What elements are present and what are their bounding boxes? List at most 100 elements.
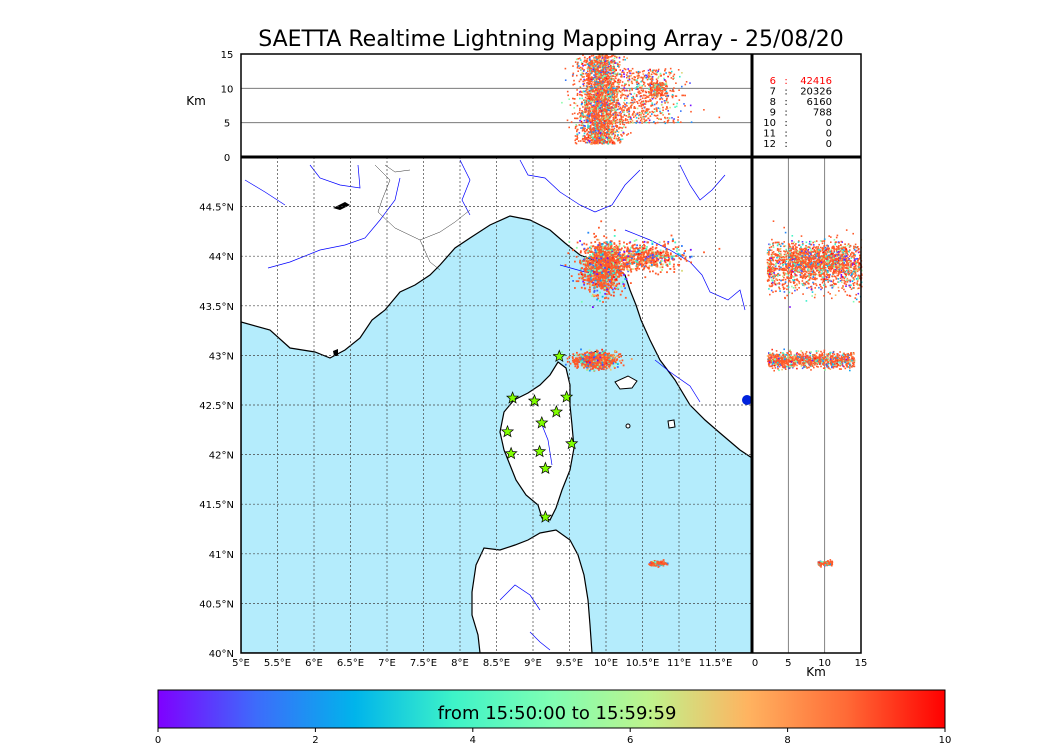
- altitude-tick-label: 15: [221, 50, 234, 61]
- lightning-source-point: [652, 251, 655, 254]
- lightning-source-point: [597, 251, 600, 254]
- lightning-source-point: [572, 280, 574, 282]
- altitude-source-point: [592, 77, 595, 79]
- altitude-source-point: [646, 78, 649, 81]
- altitude-source-point: [651, 98, 654, 100]
- lightning-source-point: [598, 273, 601, 275]
- altitude-source-point: [605, 107, 607, 109]
- altitude-source-point: [589, 128, 591, 130]
- lightning-source-point: [579, 251, 582, 254]
- lightning-source-point: [577, 273, 580, 276]
- altitude-source-point: [663, 121, 666, 123]
- lightning-source-point: [608, 243, 611, 246]
- altitude-source-point: [637, 77, 639, 80]
- altitude-source-point: [616, 95, 618, 98]
- lightning-source-point: [613, 235, 616, 237]
- altitude-source-point: [588, 62, 590, 65]
- lightning-source-point: [590, 274, 593, 277]
- altitude-source-point: [623, 87, 626, 89]
- altitude-source-point: [614, 62, 617, 64]
- altitude-source-point: [612, 107, 614, 109]
- altitude-source-point: [598, 105, 600, 107]
- lightning-source-point: [624, 278, 627, 280]
- lightning-source-point: [587, 263, 589, 266]
- altitude-source-point: [630, 104, 633, 106]
- lightning-source-point: [634, 250, 636, 253]
- lightning-source-point: [592, 277, 595, 280]
- altitude-source-point: [589, 78, 592, 80]
- lightning-source-point: [597, 238, 600, 241]
- altitude-source-point: [595, 96, 597, 98]
- altitude-source-point: [674, 106, 676, 108]
- altitude-source-point: [618, 57, 621, 59]
- altitude-source-point: [607, 93, 610, 96]
- lightning-source-point: [614, 259, 617, 262]
- altitude-source-point: [567, 94, 569, 97]
- altitude-source-point: [588, 106, 591, 109]
- lightning-source-point: [610, 240, 613, 243]
- lightning-source-point: [591, 255, 594, 257]
- altitude-source-point: [561, 101, 563, 104]
- altitude-source-point: [589, 97, 591, 99]
- altitude-source-point: [600, 91, 602, 93]
- source-count-value: 20326: [800, 87, 832, 98]
- altitude-source-point: [631, 89, 633, 91]
- altitude-source-point: [656, 121, 659, 124]
- altitude-source-point: [588, 94, 590, 97]
- altitude-source-point: [587, 77, 589, 79]
- altitude-source-point: [614, 113, 617, 116]
- altitude-source-point: [613, 115, 616, 118]
- altitude-source-point: [582, 73, 585, 75]
- lightning-source-point: [593, 247, 596, 250]
- lightning-source-point: [622, 266, 624, 268]
- altitude-source-point: [580, 69, 582, 71]
- altitude-source-point: [576, 117, 579, 120]
- altitude-source-point: [602, 80, 604, 83]
- lightning-source-point: [615, 271, 618, 274]
- altitude-source-point: [613, 107, 615, 109]
- lightning-source-point: [613, 246, 616, 248]
- lightning-source-point: [623, 285, 625, 287]
- altitude-source-point: [605, 64, 608, 66]
- altitude-source-point: [587, 73, 589, 75]
- altitude-source-point: [590, 88, 593, 90]
- altitude-source-point: [586, 119, 588, 121]
- altitude-source-point: [595, 129, 597, 132]
- lightning-source-point: [593, 291, 596, 293]
- altitude-source-point: [632, 72, 635, 75]
- lightning-source-point: [594, 251, 597, 254]
- lightning-source-point: [591, 284, 594, 286]
- altitude-source-point: [653, 72, 655, 75]
- lightning-source-point: [624, 258, 627, 261]
- altitude-source-point: [605, 70, 608, 73]
- altitude-source-point: [617, 103, 620, 106]
- altitude-source-point: [601, 106, 604, 108]
- lightning-source-point: [585, 243, 588, 246]
- lightning-source-point: [625, 261, 628, 264]
- lightning-source-point: [618, 273, 621, 276]
- altitude-source-point: [620, 74, 623, 76]
- altitude-source-point: [616, 63, 619, 65]
- altitude-source-point: [604, 94, 607, 97]
- lightning-source-point: [622, 261, 625, 264]
- altitude-source-point: [618, 89, 621, 92]
- altitude-source-point: [651, 103, 654, 106]
- count-separator: :: [784, 97, 787, 108]
- altitude-source-point: [665, 98, 668, 101]
- altitude-source-point: [589, 60, 592, 62]
- altitude-source-point: [591, 139, 593, 142]
- altitude-source-point: [665, 72, 667, 74]
- altitude-source-point: [597, 118, 599, 121]
- altitude-source-point: [591, 123, 593, 126]
- altitude-source-point: [602, 97, 604, 99]
- altitude-source-point: [589, 99, 592, 102]
- altitude-source-point: [625, 122, 628, 124]
- altitude-source-point: [595, 97, 597, 100]
- altitude-source-point: [619, 81, 621, 84]
- altitude-source-point: [574, 142, 577, 144]
- lightning-source-point: [611, 268, 613, 270]
- lightning-source-point: [616, 259, 619, 262]
- altitude-source-point: [600, 114, 603, 117]
- altitude-source-point: [581, 123, 584, 126]
- altitude-source-point: [602, 78, 604, 81]
